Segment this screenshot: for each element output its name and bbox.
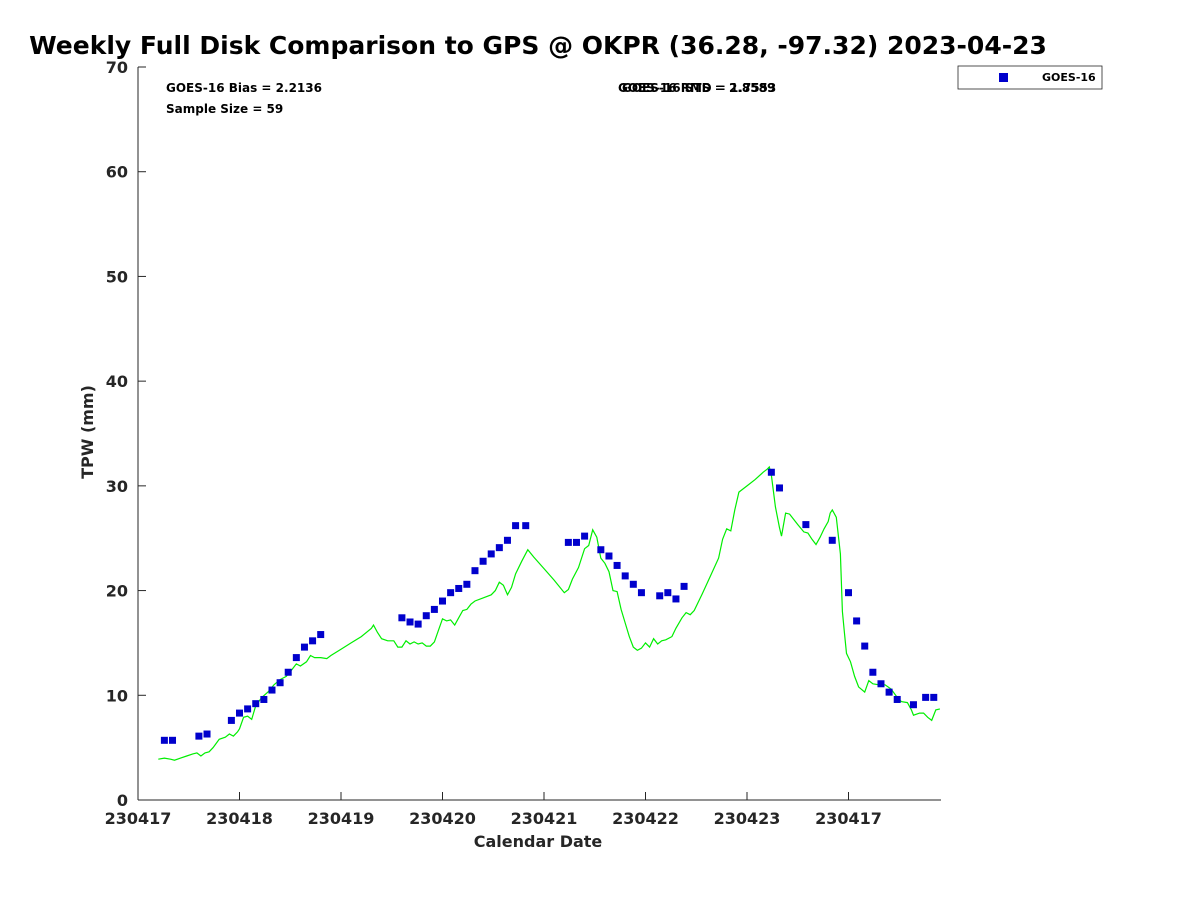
goes16-data-point (439, 597, 446, 605)
rms-annotation: GOES-16 RMS = 2.8589 (618, 81, 775, 95)
y-tick-label: 30 (106, 477, 128, 496)
y-tick-label: 70 (106, 58, 128, 77)
goes16-data-point (853, 617, 861, 625)
y-tick-label: 0 (117, 791, 128, 810)
goes16-data-point (877, 680, 885, 688)
goes16-data-point (922, 693, 930, 701)
x-tick-label: 230422 (612, 809, 679, 828)
goes16-data-point (422, 612, 430, 620)
sample-size-annotation: Sample Size = 59 (166, 102, 283, 116)
goes16-data-point (430, 605, 438, 613)
goes16-data-point (680, 582, 688, 590)
goes16-data-point (802, 521, 810, 529)
goes16-data-point (828, 536, 836, 544)
goes16-data-point (447, 589, 455, 597)
x-axis-label: Calendar Date (474, 832, 603, 851)
x-tick-label: 230417 (105, 809, 172, 828)
goes16-data-point (893, 695, 901, 703)
goes16-data-point (930, 693, 938, 701)
y-tick-label: 50 (106, 267, 128, 286)
y-tick-label: 20 (106, 582, 128, 601)
goes16-data-point (236, 709, 243, 717)
chart-title: Weekly Full Disk Comparison to GPS @ OKP… (29, 31, 1047, 60)
goes16-data-point (522, 522, 530, 530)
goes16-series-layer (160, 468, 938, 744)
y-axis-label: TPW (mm) (78, 385, 97, 479)
x-tick-label: 230420 (409, 809, 476, 828)
goes16-data-point (479, 557, 487, 565)
goes16-data-point (597, 546, 605, 554)
x-tick-label: 230417 (815, 809, 882, 828)
goes16-data-point (284, 668, 292, 676)
goes16-data-point (629, 580, 637, 588)
goes16-data-point (292, 654, 300, 662)
goes16-data-point (581, 532, 589, 540)
goes16-data-point (487, 550, 495, 558)
legend-marker-goes16 (999, 73, 1008, 82)
goes16-data-point (605, 552, 613, 560)
std-annotation: GOES-16 STD = 1.7553 (622, 81, 776, 95)
goes16-data-point (495, 544, 503, 552)
goes16-data-point (767, 468, 775, 476)
goes16-data-point (195, 732, 203, 740)
legend-box (957, 65, 1103, 90)
goes16-data-point (169, 736, 177, 744)
goes16-data-point (398, 614, 406, 622)
goes16-data-point (613, 561, 621, 569)
gps-series-line (158, 465, 941, 761)
goes16-data-point (621, 572, 629, 580)
y-tick-label: 60 (106, 163, 128, 182)
goes16-data-point (909, 701, 917, 709)
goes16-data-point (309, 637, 317, 645)
goes16-data-point (463, 580, 471, 588)
goes16-data-point (317, 631, 325, 639)
y-tick-label: 10 (106, 686, 128, 705)
goes16-data-point (414, 620, 422, 628)
goes16-data-point (455, 584, 463, 592)
goes16-data-point (885, 688, 893, 696)
goes16-data-point (637, 589, 645, 597)
y-tick-label: 40 (106, 372, 128, 391)
goes16-data-point (775, 484, 783, 492)
goes16-data-point (244, 705, 252, 713)
goes16-data-point (227, 716, 235, 724)
goes16-data-point (203, 730, 211, 738)
goes16-data-point (861, 642, 869, 650)
bias-annotation: GOES-16 Bias = 2.2136 (166, 81, 322, 95)
legend-label-goes16: GOES-16 (1042, 71, 1096, 84)
goes16-data-point (656, 592, 664, 600)
plot-axes: 0 10 20 30 40 50 60 70 230417 230418 230419 230420 2… (105, 58, 941, 828)
goes16-data-point (252, 700, 260, 708)
goes16-data-point (268, 686, 276, 694)
goes16-data-point (406, 618, 414, 626)
x-tick-label: 230419 (308, 809, 375, 828)
goes16-data-point (471, 567, 479, 575)
goes16-data-point (845, 589, 852, 597)
goes16-data-point (564, 538, 572, 546)
goes16-data-point (276, 679, 284, 687)
goes16-data-point (260, 695, 268, 703)
x-tick-label: 230421 (511, 809, 578, 828)
goes16-data-point (300, 643, 308, 651)
legend: GOES-16 (957, 65, 1103, 90)
goes16-data-point (572, 538, 580, 546)
x-tick-label: 230423 (714, 809, 781, 828)
goes16-data-point (664, 589, 672, 597)
goes16-data-point (512, 522, 520, 530)
x-tick-label: 230418 (206, 809, 273, 828)
goes16-data-point (672, 595, 680, 603)
goes16-data-point (503, 536, 511, 544)
gps-series-layer (158, 465, 941, 761)
goes16-data-point (869, 668, 877, 676)
goes16-data-point (160, 736, 168, 744)
